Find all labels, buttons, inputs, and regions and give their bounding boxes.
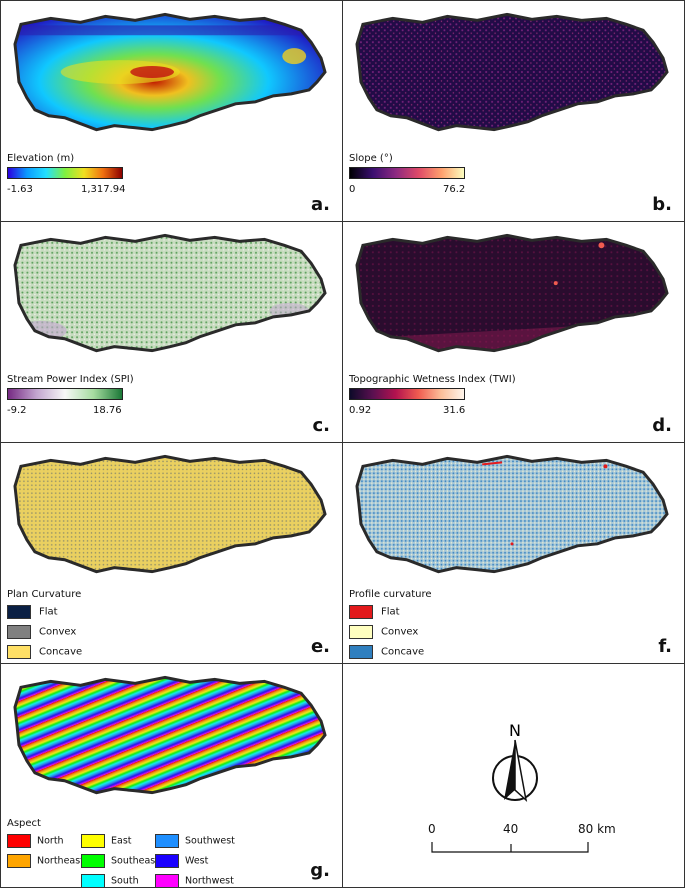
aspect-map	[13, 675, 327, 795]
aspect-legend-item: Southwest	[155, 834, 235, 848]
aspect-legend-item: Northeast	[7, 854, 84, 868]
f-legend-swatch	[349, 645, 373, 659]
aspect-legend-label: South	[111, 875, 139, 887]
elevation-max-label: 1,317.94	[81, 184, 126, 195]
slope-colorbar	[349, 167, 465, 179]
panel-letter-b: b.	[652, 194, 672, 215]
aspect-legend-label: Southeast	[111, 855, 159, 867]
aspect-legend-label: East	[111, 835, 132, 847]
aspect-legend-swatch	[81, 854, 105, 868]
elevation-colorbar	[7, 167, 123, 179]
spi-colorbar	[7, 388, 123, 400]
panel-letter-c: c.	[312, 415, 330, 436]
panel-letter-g: g.	[310, 860, 330, 881]
e-legend-swatch	[7, 605, 31, 619]
panel-spi: Stream Power Index (SPI) -9.2 18.76 c.	[0, 221, 343, 443]
scale-label-80: 80 km	[578, 822, 616, 836]
elevation-map	[13, 12, 327, 132]
twi-max-label: 31.6	[443, 405, 466, 416]
spi-map	[13, 233, 327, 353]
f-legend-swatch	[349, 625, 373, 639]
f-legend-label: Concave	[381, 646, 425, 658]
f-legend-item: Convex	[349, 625, 418, 639]
elevation-legend-title: Elevation (m)	[7, 153, 75, 164]
north-arrow-icon: N	[492, 722, 538, 803]
elevation-min-label: -1.63	[7, 184, 33, 195]
slope-map	[355, 12, 669, 132]
profile-curvature-legend-title: Profile curvature	[349, 589, 432, 600]
aspect-legend-swatch	[81, 874, 105, 887]
slope-min-label: 0	[349, 184, 356, 195]
aspect-legend-title: Aspect	[7, 818, 41, 829]
e-legend-label: Flat	[39, 606, 58, 618]
e-legend-label: Concave	[39, 646, 83, 658]
aspect-legend-item: West	[155, 854, 208, 868]
aspect-legend-label: Southwest	[185, 835, 235, 847]
aspect-legend-swatch	[155, 874, 179, 887]
aspect-legend-item: South	[81, 874, 139, 887]
slope-max-label: 76.2	[443, 184, 466, 195]
aspect-legend-item: Southeast	[81, 854, 159, 868]
panel-letter-d: d.	[652, 415, 672, 436]
plan-curvature-legend-title: Plan Curvature	[7, 589, 82, 600]
twi-legend-title: Topographic Wetness Index (TWI)	[349, 374, 516, 385]
panel-letter-a: a.	[311, 194, 330, 215]
aspect-legend-item: Northwest	[155, 874, 234, 887]
aspect-legend-label: North	[37, 835, 64, 847]
e-legend-item: Convex	[7, 625, 76, 639]
aspect-legend-label: West	[185, 855, 209, 867]
scale-label-0: 0	[428, 822, 436, 836]
e-legend-item: Concave	[7, 645, 82, 659]
f-legend-swatch	[349, 605, 373, 619]
twi-min-label: 0.92	[349, 405, 372, 416]
f-legend-label: Convex	[381, 626, 419, 638]
aspect-legend-swatch	[7, 834, 31, 848]
spi-min-label: -9.2	[7, 405, 27, 416]
panel-aspect: Aspect North Northeast East Southeast South S…	[0, 663, 343, 888]
profile-curvature-map	[355, 454, 669, 574]
aspect-legend-swatch	[7, 854, 31, 868]
spi-legend-title: Stream Power Index (SPI)	[7, 374, 134, 385]
e-legend-label: Convex	[39, 626, 77, 638]
f-legend-item: Flat	[349, 605, 400, 619]
scale-label-40: 40	[503, 822, 519, 836]
panel-letter-f: f.	[658, 636, 672, 657]
aspect-legend-swatch	[81, 834, 105, 848]
e-legend-swatch	[7, 625, 31, 639]
slope-legend-title: Slope (°)	[349, 153, 393, 164]
aspect-legend-label: Northwest	[185, 875, 234, 887]
aspect-legend-item: North	[7, 834, 64, 848]
e-legend-swatch	[7, 645, 31, 659]
spi-max-label: 18.76	[93, 405, 122, 416]
aspect-legend-swatch	[155, 854, 179, 868]
panel-plan-curvature: Plan Curvature Flat Convex Concave e.	[0, 442, 343, 664]
f-legend-label: Flat	[381, 606, 400, 618]
twi-map	[355, 233, 669, 353]
aspect-legend-label: Northeast	[37, 855, 84, 867]
panel-twi: Topographic Wetness Index (TWI) 0.92 31.…	[342, 221, 685, 443]
panel-slope: Slope (°) 0 76.2 b.	[342, 0, 685, 222]
scale-bar	[431, 842, 589, 853]
panel-letter-e: e.	[310, 636, 330, 657]
north-arrow-label: N	[509, 722, 521, 740]
aspect-legend-item: East	[81, 834, 132, 848]
aspect-legend-swatch	[155, 834, 179, 848]
panel-profile-curvature: Profile curvature Flat Convex Concave f.	[342, 442, 685, 664]
f-legend-item: Concave	[349, 645, 424, 659]
panel-elevation: Elevation (m) -1.63 1,317.94 a.	[0, 0, 343, 222]
plan-curvature-map	[13, 454, 327, 574]
twi-colorbar	[349, 388, 465, 400]
e-legend-item: Flat	[7, 605, 58, 619]
